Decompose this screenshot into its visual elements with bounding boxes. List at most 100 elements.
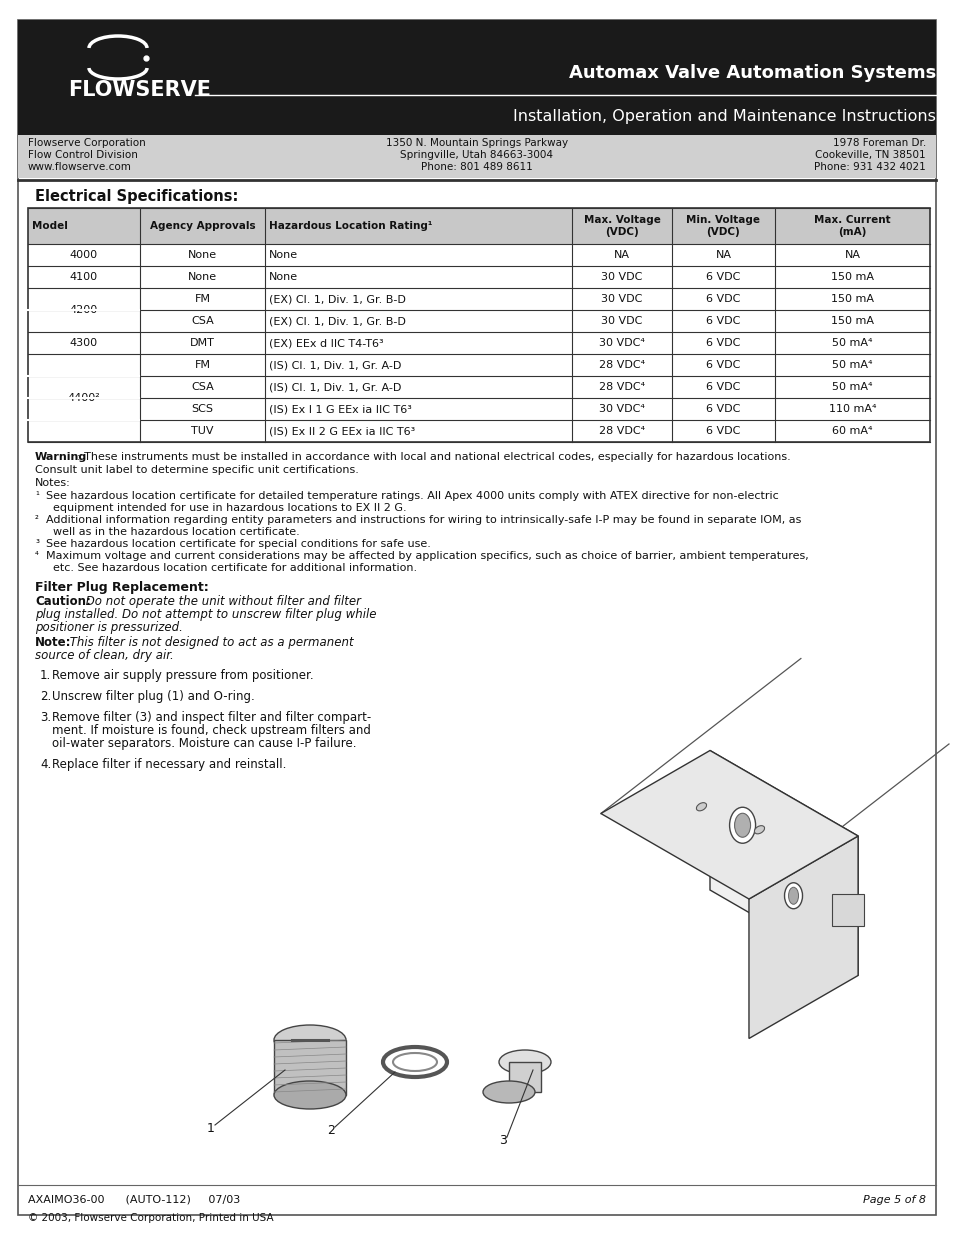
Text: 6 VDC: 6 VDC bbox=[705, 359, 740, 370]
Text: Phone: 931 432 4021: Phone: 931 432 4021 bbox=[814, 162, 925, 172]
Text: Springville, Utah 84663-3004: Springville, Utah 84663-3004 bbox=[400, 149, 553, 161]
Text: www.flowserve.com: www.flowserve.com bbox=[28, 162, 132, 172]
Text: Maximum voltage and current considerations may be affected by application specif: Maximum voltage and current consideratio… bbox=[46, 551, 808, 561]
Text: 60 mA⁴: 60 mA⁴ bbox=[831, 426, 872, 436]
Bar bbox=[831, 894, 862, 926]
Ellipse shape bbox=[696, 803, 706, 811]
Text: Electrical Specifications:: Electrical Specifications: bbox=[35, 189, 238, 205]
Text: 6 VDC: 6 VDC bbox=[705, 294, 740, 304]
Text: ¹: ¹ bbox=[35, 492, 39, 501]
Text: ment. If moisture is found, check upstream filters and: ment. If moisture is found, check upstre… bbox=[52, 724, 371, 737]
Polygon shape bbox=[600, 751, 857, 899]
Text: CSA: CSA bbox=[191, 316, 213, 326]
Text: well as in the hazardous location certificate.: well as in the hazardous location certif… bbox=[46, 527, 299, 537]
Text: 6 VDC: 6 VDC bbox=[705, 338, 740, 348]
Text: Notes:: Notes: bbox=[35, 478, 71, 488]
Text: : These instruments must be installed in accordance with local and national elec: : These instruments must be installed in… bbox=[77, 452, 790, 462]
Text: 150 mA: 150 mA bbox=[830, 294, 873, 304]
Bar bbox=[28, 207, 929, 442]
Text: Max. Voltage
(VDC): Max. Voltage (VDC) bbox=[583, 215, 659, 237]
Text: This filter is not designed to act as a permanent: This filter is not designed to act as a … bbox=[66, 636, 354, 650]
Text: 30 VDC⁴: 30 VDC⁴ bbox=[598, 404, 644, 414]
Text: Installation, Operation and Maintenance Instructions: Installation, Operation and Maintenance … bbox=[513, 109, 935, 124]
Text: (IS) Cl. 1, Div. 1, Gr. A-D: (IS) Cl. 1, Div. 1, Gr. A-D bbox=[269, 359, 401, 370]
Text: equipment intended for use in hazardous locations to EX II 2 G.: equipment intended for use in hazardous … bbox=[46, 503, 406, 513]
Text: positioner is pressurized.: positioner is pressurized. bbox=[35, 621, 183, 634]
Text: 30 VDC⁴: 30 VDC⁴ bbox=[598, 338, 644, 348]
Text: 50 mA⁴: 50 mA⁴ bbox=[831, 359, 872, 370]
Text: 150 mA: 150 mA bbox=[830, 316, 873, 326]
Text: (IS) Cl. 1, Div. 1, Gr. A-D: (IS) Cl. 1, Div. 1, Gr. A-D bbox=[269, 382, 401, 391]
Text: (EX) Cl. 1, Div. 1, Gr. B-D: (EX) Cl. 1, Div. 1, Gr. B-D bbox=[269, 316, 405, 326]
Text: Note:: Note: bbox=[35, 636, 71, 650]
Text: 50 mA⁴: 50 mA⁴ bbox=[831, 382, 872, 391]
Text: DMT: DMT bbox=[190, 338, 214, 348]
Text: oil-water separators. Moisture can cause I-P failure.: oil-water separators. Moisture can cause… bbox=[52, 737, 356, 750]
Text: Unscrew filter plug (1) and O-ring.: Unscrew filter plug (1) and O-ring. bbox=[52, 690, 254, 703]
Text: 30 VDC: 30 VDC bbox=[600, 294, 642, 304]
Bar bbox=[18, 135, 935, 178]
Text: 4300: 4300 bbox=[70, 338, 98, 348]
Bar bbox=[509, 1062, 540, 1092]
Text: Automax Valve Automation Systems: Automax Valve Automation Systems bbox=[568, 64, 935, 82]
Text: 3: 3 bbox=[498, 1135, 506, 1147]
Text: 6 VDC: 6 VDC bbox=[705, 404, 740, 414]
Text: NA: NA bbox=[614, 249, 629, 261]
Text: See hazardous location certificate for detailed temperature ratings. All Apex 40: See hazardous location certificate for d… bbox=[46, 492, 778, 501]
Text: Hazardous Location Rating¹: Hazardous Location Rating¹ bbox=[269, 221, 432, 231]
Text: 4200: 4200 bbox=[70, 305, 98, 315]
Text: 6 VDC: 6 VDC bbox=[705, 426, 740, 436]
Text: Page 5 of 8: Page 5 of 8 bbox=[862, 1195, 925, 1205]
Ellipse shape bbox=[788, 887, 798, 904]
Text: AXAIMO36-00      (AUTO-112)     07/03: AXAIMO36-00 (AUTO-112) 07/03 bbox=[28, 1195, 240, 1205]
Text: TUV: TUV bbox=[191, 426, 213, 436]
Text: 4.: 4. bbox=[40, 758, 51, 771]
Text: 2.: 2. bbox=[40, 690, 51, 703]
Text: 6 VDC: 6 VDC bbox=[705, 272, 740, 282]
Text: Caution:: Caution: bbox=[35, 595, 91, 608]
Text: NA: NA bbox=[715, 249, 731, 261]
Text: Filter Plug Replacement:: Filter Plug Replacement: bbox=[35, 580, 209, 594]
Text: 4000: 4000 bbox=[70, 249, 98, 261]
Text: 50 mA⁴: 50 mA⁴ bbox=[831, 338, 872, 348]
Text: 1350 N. Mountain Springs Parkway: 1350 N. Mountain Springs Parkway bbox=[386, 138, 567, 148]
Ellipse shape bbox=[754, 826, 763, 834]
Text: See hazardous location certificate for special conditions for safe use.: See hazardous location certificate for s… bbox=[46, 538, 431, 550]
Text: FLOWSERVE: FLOWSERVE bbox=[68, 80, 211, 100]
Text: Replace filter if necessary and reinstall.: Replace filter if necessary and reinstal… bbox=[52, 758, 286, 771]
Text: 110 mA⁴: 110 mA⁴ bbox=[828, 404, 876, 414]
Text: (IS) Ex I 1 G EEx ia IIC T6³: (IS) Ex I 1 G EEx ia IIC T6³ bbox=[269, 404, 412, 414]
Text: 4100: 4100 bbox=[70, 272, 98, 282]
Text: 6 VDC: 6 VDC bbox=[705, 316, 740, 326]
Text: 2: 2 bbox=[327, 1125, 335, 1137]
Text: 28 VDC⁴: 28 VDC⁴ bbox=[598, 426, 644, 436]
Text: 6 VDC: 6 VDC bbox=[705, 382, 740, 391]
Ellipse shape bbox=[498, 1050, 551, 1074]
Text: NA: NA bbox=[843, 249, 860, 261]
Text: None: None bbox=[269, 272, 297, 282]
Text: 30 VDC: 30 VDC bbox=[600, 316, 642, 326]
Text: None: None bbox=[188, 272, 217, 282]
Text: FM: FM bbox=[194, 359, 211, 370]
Text: SCS: SCS bbox=[192, 404, 213, 414]
Bar bbox=[28, 207, 929, 245]
Bar bbox=[18, 20, 935, 135]
Ellipse shape bbox=[393, 1053, 436, 1071]
Text: (EX) Cl. 1, Div. 1, Gr. B-D: (EX) Cl. 1, Div. 1, Gr. B-D bbox=[269, 294, 405, 304]
Text: 30 VDC: 30 VDC bbox=[600, 272, 642, 282]
Text: (IS) Ex II 2 G EEx ia IIC T6³: (IS) Ex II 2 G EEx ia IIC T6³ bbox=[269, 426, 415, 436]
Text: etc. See hazardous location certificate for additional information.: etc. See hazardous location certificate … bbox=[46, 563, 416, 573]
Text: Consult unit label to determine specific unit certifications.: Consult unit label to determine specific… bbox=[35, 466, 358, 475]
Text: None: None bbox=[188, 249, 217, 261]
Text: Remove filter (3) and inspect filter and filter compart-: Remove filter (3) and inspect filter and… bbox=[52, 711, 371, 724]
Text: Warning: Warning bbox=[35, 452, 87, 462]
Text: Model: Model bbox=[32, 221, 68, 231]
Text: ⁴: ⁴ bbox=[35, 551, 39, 561]
Text: None: None bbox=[269, 249, 297, 261]
Ellipse shape bbox=[729, 808, 755, 844]
Text: Additional information regarding entity parameters and instructions for wiring t: Additional information regarding entity … bbox=[46, 515, 801, 525]
Text: Phone: 801 489 8611: Phone: 801 489 8611 bbox=[420, 162, 533, 172]
Text: Agency Approvals: Agency Approvals bbox=[150, 221, 255, 231]
Text: ³: ³ bbox=[35, 538, 39, 550]
Text: 28 VDC⁴: 28 VDC⁴ bbox=[598, 382, 644, 391]
